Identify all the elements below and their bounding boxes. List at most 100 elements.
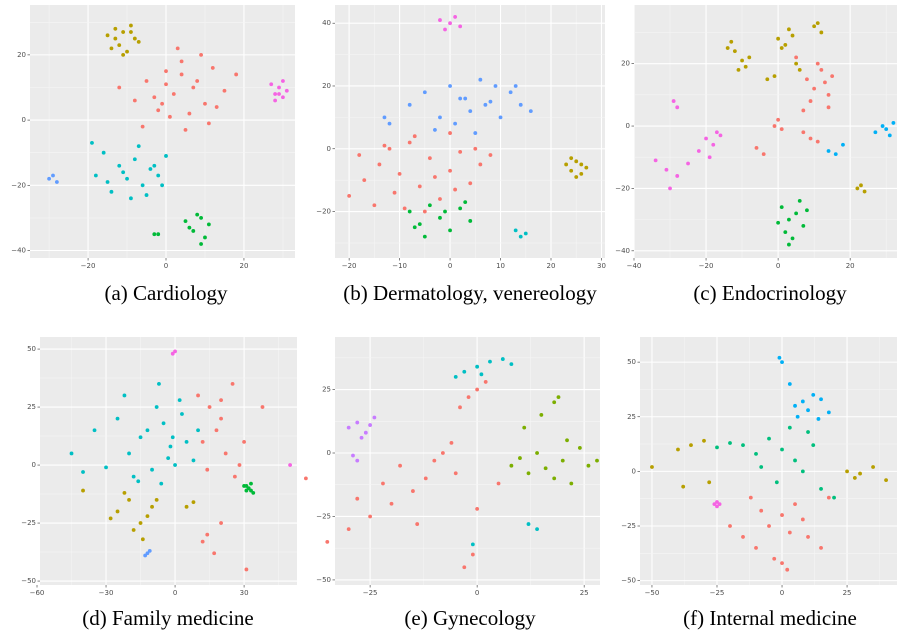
point — [438, 215, 442, 220]
point — [653, 158, 658, 163]
panel: −25 0 25 −50 −25 0 25 (e) Gynecology — [303, 337, 600, 630]
point — [574, 175, 579, 179]
point — [552, 476, 557, 481]
point — [650, 465, 654, 469]
point — [794, 211, 799, 216]
point — [463, 200, 468, 205]
point — [871, 465, 875, 469]
point — [891, 121, 896, 125]
point — [121, 170, 126, 175]
y-tick-label: 20 — [621, 60, 630, 68]
point — [136, 144, 141, 149]
point — [797, 199, 802, 203]
point — [462, 369, 467, 374]
point — [132, 98, 137, 103]
point — [696, 149, 701, 153]
point — [759, 465, 764, 469]
point — [518, 234, 523, 239]
point — [355, 420, 360, 425]
point — [707, 155, 712, 160]
point — [205, 467, 210, 472]
point — [806, 430, 810, 434]
point — [765, 77, 770, 82]
point — [125, 176, 129, 181]
point — [805, 77, 809, 82]
point — [156, 173, 161, 178]
point — [826, 495, 831, 500]
point — [230, 381, 235, 386]
point — [793, 403, 797, 408]
point — [718, 133, 723, 138]
point — [145, 428, 150, 433]
point — [686, 161, 690, 166]
point — [147, 548, 152, 553]
point — [173, 463, 177, 467]
point — [470, 552, 475, 557]
point — [222, 88, 227, 93]
point — [438, 18, 442, 22]
point — [93, 173, 98, 178]
caption: (a) Cardiology — [104, 281, 228, 305]
point — [51, 173, 55, 178]
x-tick-label: −60 — [30, 589, 45, 597]
point — [873, 130, 878, 135]
y-tick-label: 25 — [322, 386, 331, 394]
point — [569, 156, 574, 161]
point — [81, 470, 85, 474]
point — [140, 183, 145, 188]
plot-background — [40, 337, 297, 585]
plot-background — [634, 5, 897, 258]
point — [806, 408, 810, 413]
point — [129, 30, 133, 34]
point — [260, 405, 265, 409]
y-tick-label: 20 — [322, 82, 331, 90]
point — [122, 490, 127, 495]
point — [443, 27, 447, 32]
point — [785, 567, 790, 572]
point — [845, 469, 849, 474]
x-tick-label: −30 — [99, 589, 114, 597]
point — [170, 435, 175, 440]
x-tick-label: −20 — [81, 262, 96, 270]
panel: −60 −30 0 30 −50 −25 0 25 50 (d) Family medicine — [21, 337, 297, 630]
x-tick-label: 25 — [580, 589, 589, 597]
point — [355, 496, 360, 501]
point — [569, 168, 574, 173]
point — [513, 84, 518, 88]
point — [855, 186, 860, 191]
point — [108, 516, 113, 521]
point — [779, 127, 784, 132]
point — [797, 67, 802, 72]
y-tick-label: 20 — [17, 51, 26, 59]
point — [191, 229, 196, 233]
point — [171, 92, 176, 96]
point — [812, 24, 817, 29]
point — [415, 522, 420, 526]
point — [787, 382, 792, 386]
x-tick-label: 0 — [164, 262, 168, 270]
point — [488, 153, 493, 157]
y-tick-label: −20 — [615, 184, 630, 192]
point — [389, 501, 394, 506]
y-tick-label: 0 — [327, 449, 331, 457]
x-tick-label: −10 — [392, 262, 407, 270]
point — [109, 46, 114, 51]
point — [741, 535, 745, 539]
point — [887, 133, 892, 138]
point — [200, 539, 205, 544]
point — [249, 488, 253, 493]
point — [164, 154, 168, 158]
point — [136, 479, 141, 484]
point — [483, 102, 488, 107]
x-tick-label: −20 — [342, 262, 357, 270]
point — [422, 234, 427, 239]
point — [795, 414, 800, 419]
point — [219, 521, 223, 525]
point — [101, 150, 106, 155]
point — [528, 109, 533, 113]
point — [438, 115, 442, 120]
y-tick-label: 25 — [627, 413, 636, 421]
point — [303, 476, 308, 481]
point — [811, 393, 816, 397]
point — [715, 504, 719, 509]
